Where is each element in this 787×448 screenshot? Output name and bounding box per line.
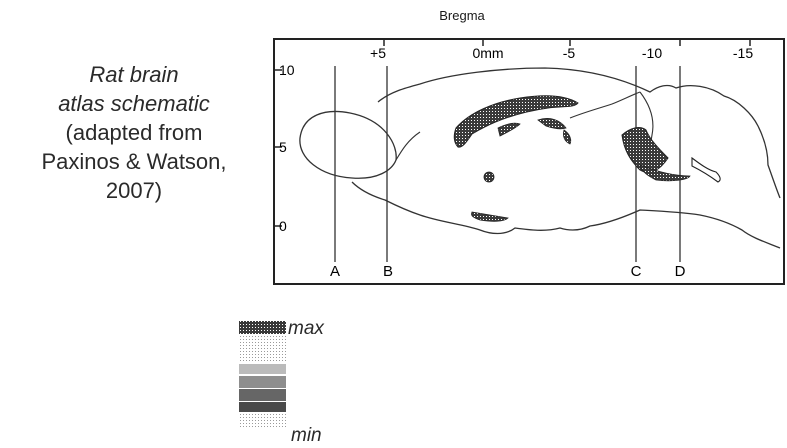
top-tick-plus5: +5 bbox=[370, 45, 386, 61]
brain-inner-contour bbox=[395, 131, 421, 161]
scale-min-label: min bbox=[291, 425, 322, 446]
scale-swatch-max bbox=[239, 321, 286, 334]
intensity-scale bbox=[239, 321, 286, 428]
left-tick-0: 0 bbox=[279, 218, 287, 234]
ventral-region bbox=[471, 211, 509, 222]
axis-title: Bregma bbox=[439, 8, 485, 23]
scale-swatch-6 bbox=[239, 402, 286, 412]
midbrain-contour bbox=[569, 91, 641, 119]
top-tick-marks bbox=[383, 39, 751, 46]
section-lines bbox=[334, 66, 681, 262]
thalamic-region bbox=[537, 118, 567, 130]
caption-line-3: (adapted from bbox=[65, 120, 203, 145]
top-tick-0mm: 0mm bbox=[472, 45, 503, 61]
top-tick-minus5: -5 bbox=[563, 45, 576, 61]
caption-line-5: 2007) bbox=[105, 178, 163, 203]
section-label-c: C bbox=[631, 263, 642, 280]
top-tick-minus15: -15 bbox=[733, 45, 753, 61]
hippocampus-region bbox=[497, 122, 521, 137]
section-label-a: A bbox=[330, 263, 340, 280]
caption-line-4: Paxinos & Watson, bbox=[41, 149, 227, 174]
scale-swatch-4 bbox=[239, 376, 286, 388]
scale-max-label: max bbox=[288, 318, 324, 339]
scale-swatch-2 bbox=[239, 335, 286, 362]
scale-swatch-min bbox=[239, 414, 286, 428]
scale-swatch-3 bbox=[239, 364, 286, 374]
corpus-callosum-region bbox=[453, 95, 579, 148]
nucleus-spot bbox=[483, 171, 495, 183]
left-tick-10: 10 bbox=[279, 62, 295, 78]
top-tick-minus10: -10 bbox=[642, 45, 662, 61]
section-label-d: D bbox=[675, 263, 686, 280]
left-tick-5: 5 bbox=[279, 139, 287, 155]
scale-swatch-5 bbox=[239, 389, 286, 401]
left-tick-marks bbox=[274, 69, 282, 227]
olfactory-bulb-outline bbox=[299, 110, 397, 179]
section-label-b: B bbox=[383, 263, 393, 280]
caption-line-2: atlas schematic bbox=[58, 91, 210, 116]
midbrain-spot bbox=[563, 129, 572, 145]
brainstem-region bbox=[639, 164, 691, 182]
caption-line-1: Rat brain bbox=[89, 62, 179, 87]
figure-caption: Rat brain atlas schematic (adapted from … bbox=[0, 60, 268, 205]
cerebellar-region bbox=[621, 127, 669, 173]
brain-outline bbox=[351, 67, 781, 249]
atlas-frame bbox=[273, 38, 785, 285]
spinal-tract-contour bbox=[691, 156, 721, 183]
